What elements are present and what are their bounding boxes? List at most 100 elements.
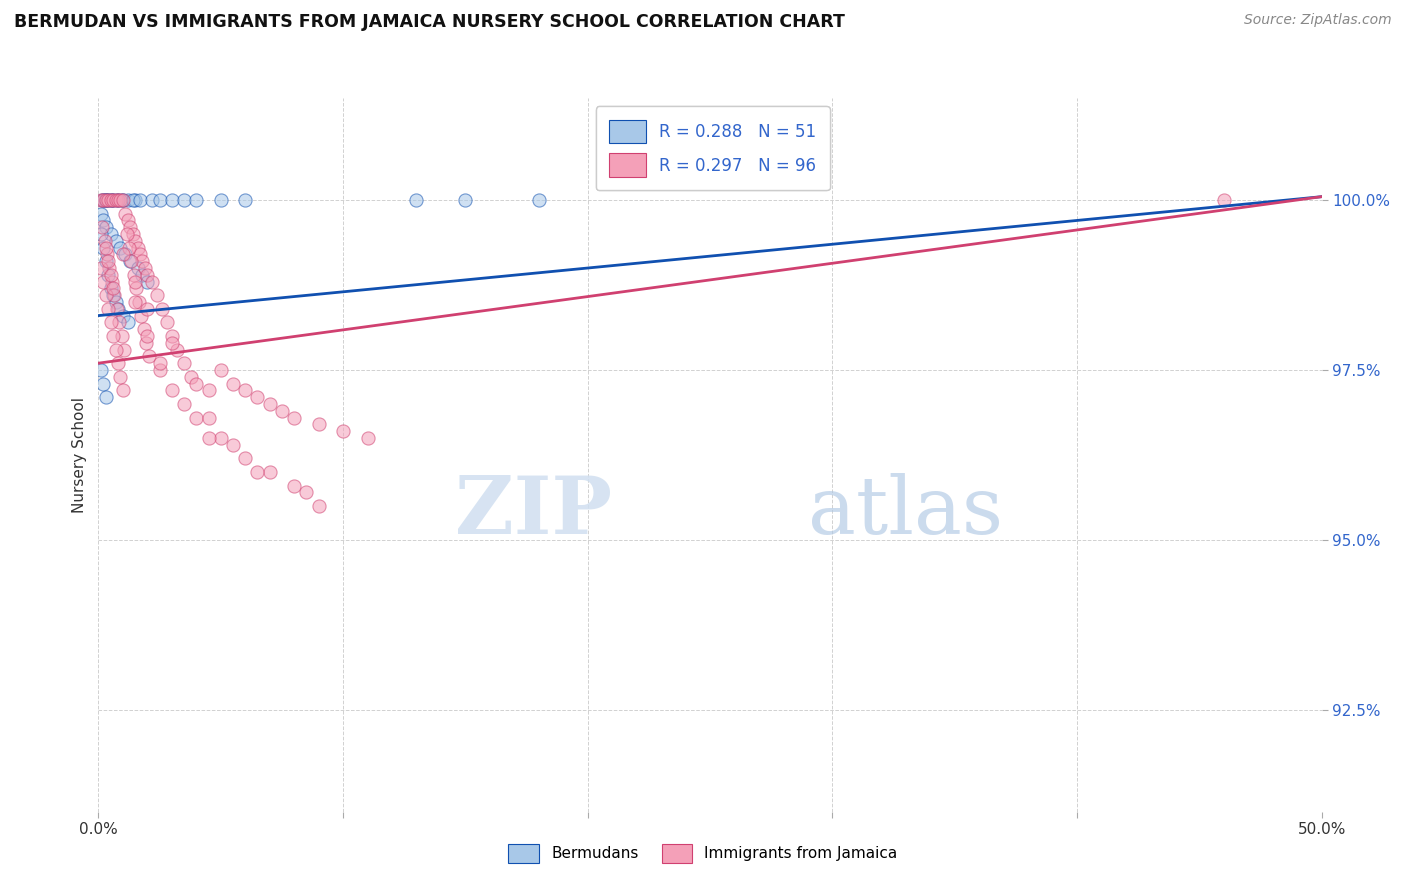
Point	[127, 241, 149, 255]
Point	[120, 220, 142, 235]
Point	[124, 295, 146, 310]
Point	[111, 193, 134, 207]
Point	[107, 301, 129, 316]
Point	[129, 309, 152, 323]
Point	[111, 193, 134, 207]
Point	[117, 213, 139, 227]
Point	[101, 193, 124, 207]
Point	[259, 397, 281, 411]
Point	[134, 260, 156, 275]
Point	[110, 193, 132, 207]
Point	[97, 301, 120, 316]
Point	[197, 384, 219, 398]
Point	[124, 193, 146, 207]
Point	[91, 241, 114, 255]
Point	[111, 309, 134, 323]
Point	[90, 363, 112, 377]
Point	[117, 315, 139, 329]
Point	[90, 207, 112, 221]
Point	[146, 288, 169, 302]
Point	[166, 343, 188, 357]
Point	[233, 193, 256, 207]
Point	[94, 288, 117, 302]
Point	[100, 193, 122, 207]
Point	[405, 193, 427, 207]
Point	[101, 288, 124, 302]
Point	[115, 227, 138, 241]
Point	[100, 281, 122, 295]
Point	[100, 315, 122, 329]
Point	[149, 363, 172, 377]
Point	[101, 329, 124, 343]
Point	[103, 288, 125, 302]
Point	[117, 193, 139, 207]
Point	[112, 343, 135, 357]
Point	[97, 193, 120, 207]
Point	[91, 193, 114, 207]
Point	[94, 193, 117, 207]
Point	[180, 369, 202, 384]
Point	[222, 376, 245, 391]
Point	[105, 301, 128, 316]
Point	[91, 275, 114, 289]
Point	[96, 247, 118, 261]
Point	[150, 301, 173, 316]
Y-axis label: Nursery School: Nursery School	[72, 397, 87, 513]
Point	[454, 193, 477, 207]
Point	[129, 247, 152, 261]
Point	[129, 193, 152, 207]
Point	[111, 247, 134, 261]
Point	[283, 478, 305, 492]
Point	[118, 241, 141, 255]
Point	[93, 193, 115, 207]
Point	[90, 227, 112, 241]
Point	[131, 254, 153, 268]
Text: BERMUDAN VS IMMIGRANTS FROM JAMAICA NURSERY SCHOOL CORRELATION CHART: BERMUDAN VS IMMIGRANTS FROM JAMAICA NURS…	[14, 13, 845, 31]
Point	[114, 207, 136, 221]
Point	[197, 410, 219, 425]
Point	[121, 193, 143, 207]
Point	[104, 193, 127, 207]
Point	[209, 363, 232, 377]
Point	[120, 254, 142, 268]
Point	[186, 193, 208, 207]
Point	[233, 384, 256, 398]
Point	[132, 322, 155, 336]
Point	[135, 335, 157, 350]
Point	[107, 193, 129, 207]
Point	[136, 329, 159, 343]
Point	[308, 499, 330, 513]
Point	[122, 268, 145, 282]
Point	[209, 193, 232, 207]
Point	[110, 369, 132, 384]
Point	[141, 275, 163, 289]
Point	[149, 356, 172, 370]
Point	[90, 260, 112, 275]
Point	[131, 268, 153, 282]
Text: Source: ZipAtlas.com: Source: ZipAtlas.com	[1244, 13, 1392, 28]
Point	[98, 260, 121, 275]
Point	[222, 438, 245, 452]
Point	[107, 356, 129, 370]
Point	[111, 384, 134, 398]
Point	[91, 376, 114, 391]
Point	[332, 424, 354, 438]
Point	[186, 376, 208, 391]
Point	[90, 193, 112, 207]
Point	[105, 193, 128, 207]
Point	[91, 213, 114, 227]
Point	[101, 281, 124, 295]
Point	[91, 220, 114, 235]
Point	[100, 193, 122, 207]
Point	[124, 275, 146, 289]
Text: ZIP: ZIP	[456, 473, 612, 551]
Point	[121, 227, 143, 241]
Point	[138, 350, 160, 364]
Point	[136, 301, 159, 316]
Point	[97, 268, 120, 282]
Point	[104, 295, 127, 310]
Point	[100, 268, 122, 282]
Point	[246, 390, 269, 404]
Point	[173, 397, 195, 411]
Point	[91, 193, 114, 207]
